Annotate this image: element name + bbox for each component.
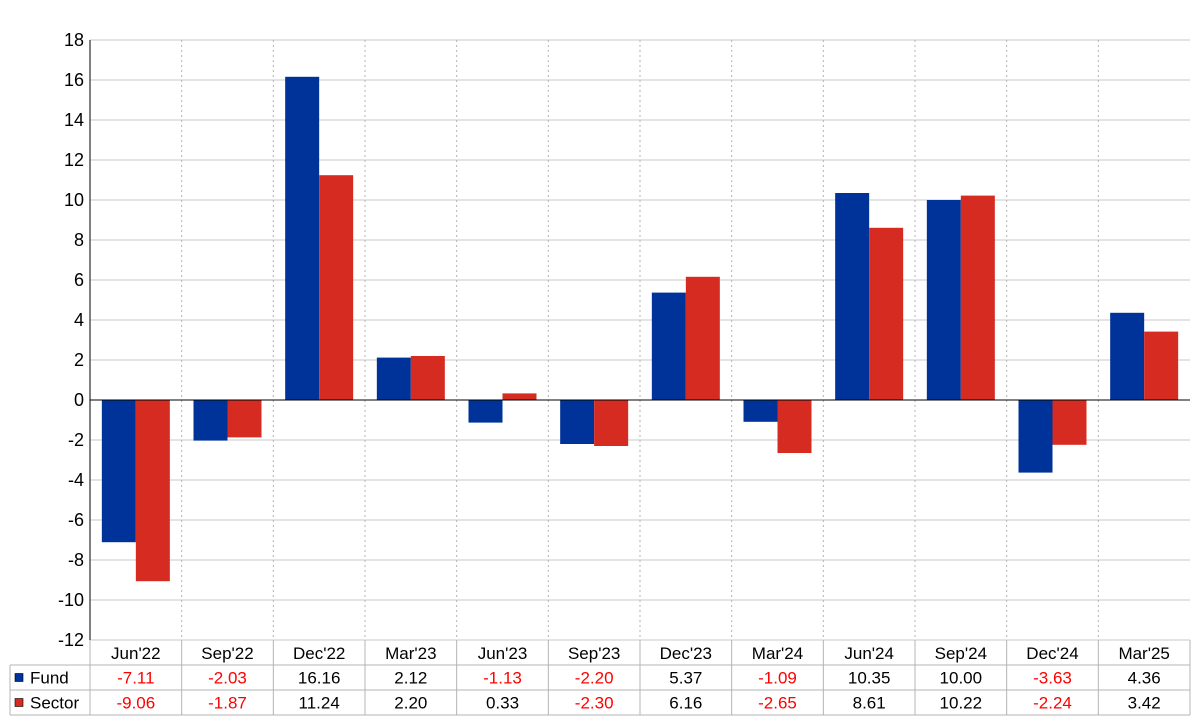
data-label-sector-8: 8.61 [853,694,886,713]
bar-sector-7 [777,400,812,453]
data-table: Jun'22 Sep'22 Dec'22 Mar'23 Jun'23 Sep'23 Dec'… [9,640,1191,716]
y-tick-label: 18 [64,30,84,50]
bar-sector-4 [502,393,537,400]
data-label-sector-4: 0.33 [486,694,519,713]
y-tick-label: -6 [68,510,84,530]
bar-sector-2 [319,175,354,400]
x-tick-label: Sep'23 [568,644,620,663]
bar-sector-6 [685,276,720,400]
bar-fund-4 [468,400,503,423]
bars [101,76,1179,582]
data-label-fund-9: 10.00 [940,669,983,688]
y-tick-label: -10 [58,590,84,610]
grid-lines [90,39,1190,641]
data-label-fund-7: -1.09 [758,669,797,688]
data-label-fund-3: 2.12 [394,669,427,688]
y-tick-label: -12 [58,630,84,650]
y-tick-label: 16 [64,70,84,90]
x-tick-label: Mar'23 [385,644,436,663]
legend-swatch-sector [14,698,24,707]
x-tick-label: Dec'23 [660,644,712,663]
bar-sector-10 [1052,400,1087,445]
y-tick-label: 8 [74,230,84,250]
x-tick-label: Dec'24 [1026,644,1078,663]
y-tick-label: 6 [74,270,84,290]
bar-sector-1 [227,400,262,438]
bar-fund-5 [560,400,595,444]
bar-sector-11 [1144,331,1179,400]
data-label-sector-0: -9.06 [116,694,155,713]
data-label-fund-10: -3.63 [1033,669,1072,688]
data-label-sector-10: -2.24 [1033,694,1072,713]
data-label-fund-1: -2.03 [208,669,247,688]
bar-fund-1 [193,400,228,441]
data-label-fund-2: 16.16 [298,669,341,688]
x-tick-label: Sep'24 [935,644,987,663]
data-label-sector-3: 2.20 [394,694,427,713]
data-label-fund-6: 5.37 [669,669,702,688]
bar-fund-9 [926,200,961,400]
y-tick-label: 2 [74,350,84,370]
y-tick-label: 12 [64,150,84,170]
bar-sector-3 [410,356,445,400]
legend-label-fund: Fund [30,669,69,688]
data-label-fund-0: -7.11 [117,669,155,688]
data-label-sector-11: 3.42 [1128,694,1161,713]
bar-sector-8 [869,227,904,400]
x-tick-label: Dec'22 [293,644,345,663]
bar-fund-7 [743,400,778,422]
y-tick-label: 14 [64,110,84,130]
bar-fund-3 [376,357,411,400]
bar-fund-8 [835,193,870,400]
data-label-fund-5: -2.20 [575,669,614,688]
data-label-sector-7: -2.65 [758,694,797,713]
axes [89,40,1190,640]
data-label-sector-5: -2.30 [575,694,614,713]
bar-fund-10 [1018,400,1053,473]
bar-sector-9 [960,195,995,400]
x-tick-label: Jun'22 [111,644,161,663]
x-tick-label: Jun'23 [478,644,528,663]
bar-fund-0 [101,400,136,543]
y-tick-label: 4 [74,310,84,330]
legend-swatch-fund [14,673,24,682]
data-label-sector-1: -1.87 [208,694,247,713]
bar-fund-2 [285,76,320,401]
data-label-sector-6: 6.16 [669,694,702,713]
y-tick-label: 10 [64,190,84,210]
y-tick-label: -2 [68,430,84,450]
y-tick-label: -4 [68,470,84,490]
data-label-fund-11: 4.36 [1128,669,1161,688]
data-label-fund-8: 10.35 [848,669,891,688]
bar-sector-0 [135,400,170,582]
x-tick-label: Sep'22 [201,644,253,663]
bar-sector-5 [594,400,629,446]
bar-fund-11 [1110,312,1145,400]
data-label-fund-4: -1.13 [483,669,522,688]
legend-label-sector: Sector [30,694,79,713]
data-label-sector-9: 10.22 [940,694,983,713]
x-tick-label: Jun'24 [844,644,894,663]
bar-fund-6 [651,292,686,400]
data-label-sector-2: 11.24 [299,694,340,713]
x-tick-label: Mar'24 [752,644,803,663]
x-tick-label: Mar'25 [1118,644,1169,663]
y-tick-label: -8 [68,550,84,570]
y-axis-ticks: 18 16 14 12 10 8 6 4 2 0 -2 -4 -6 -8 -10 -12 [58,30,84,650]
y-tick-label: 0 [74,390,84,410]
